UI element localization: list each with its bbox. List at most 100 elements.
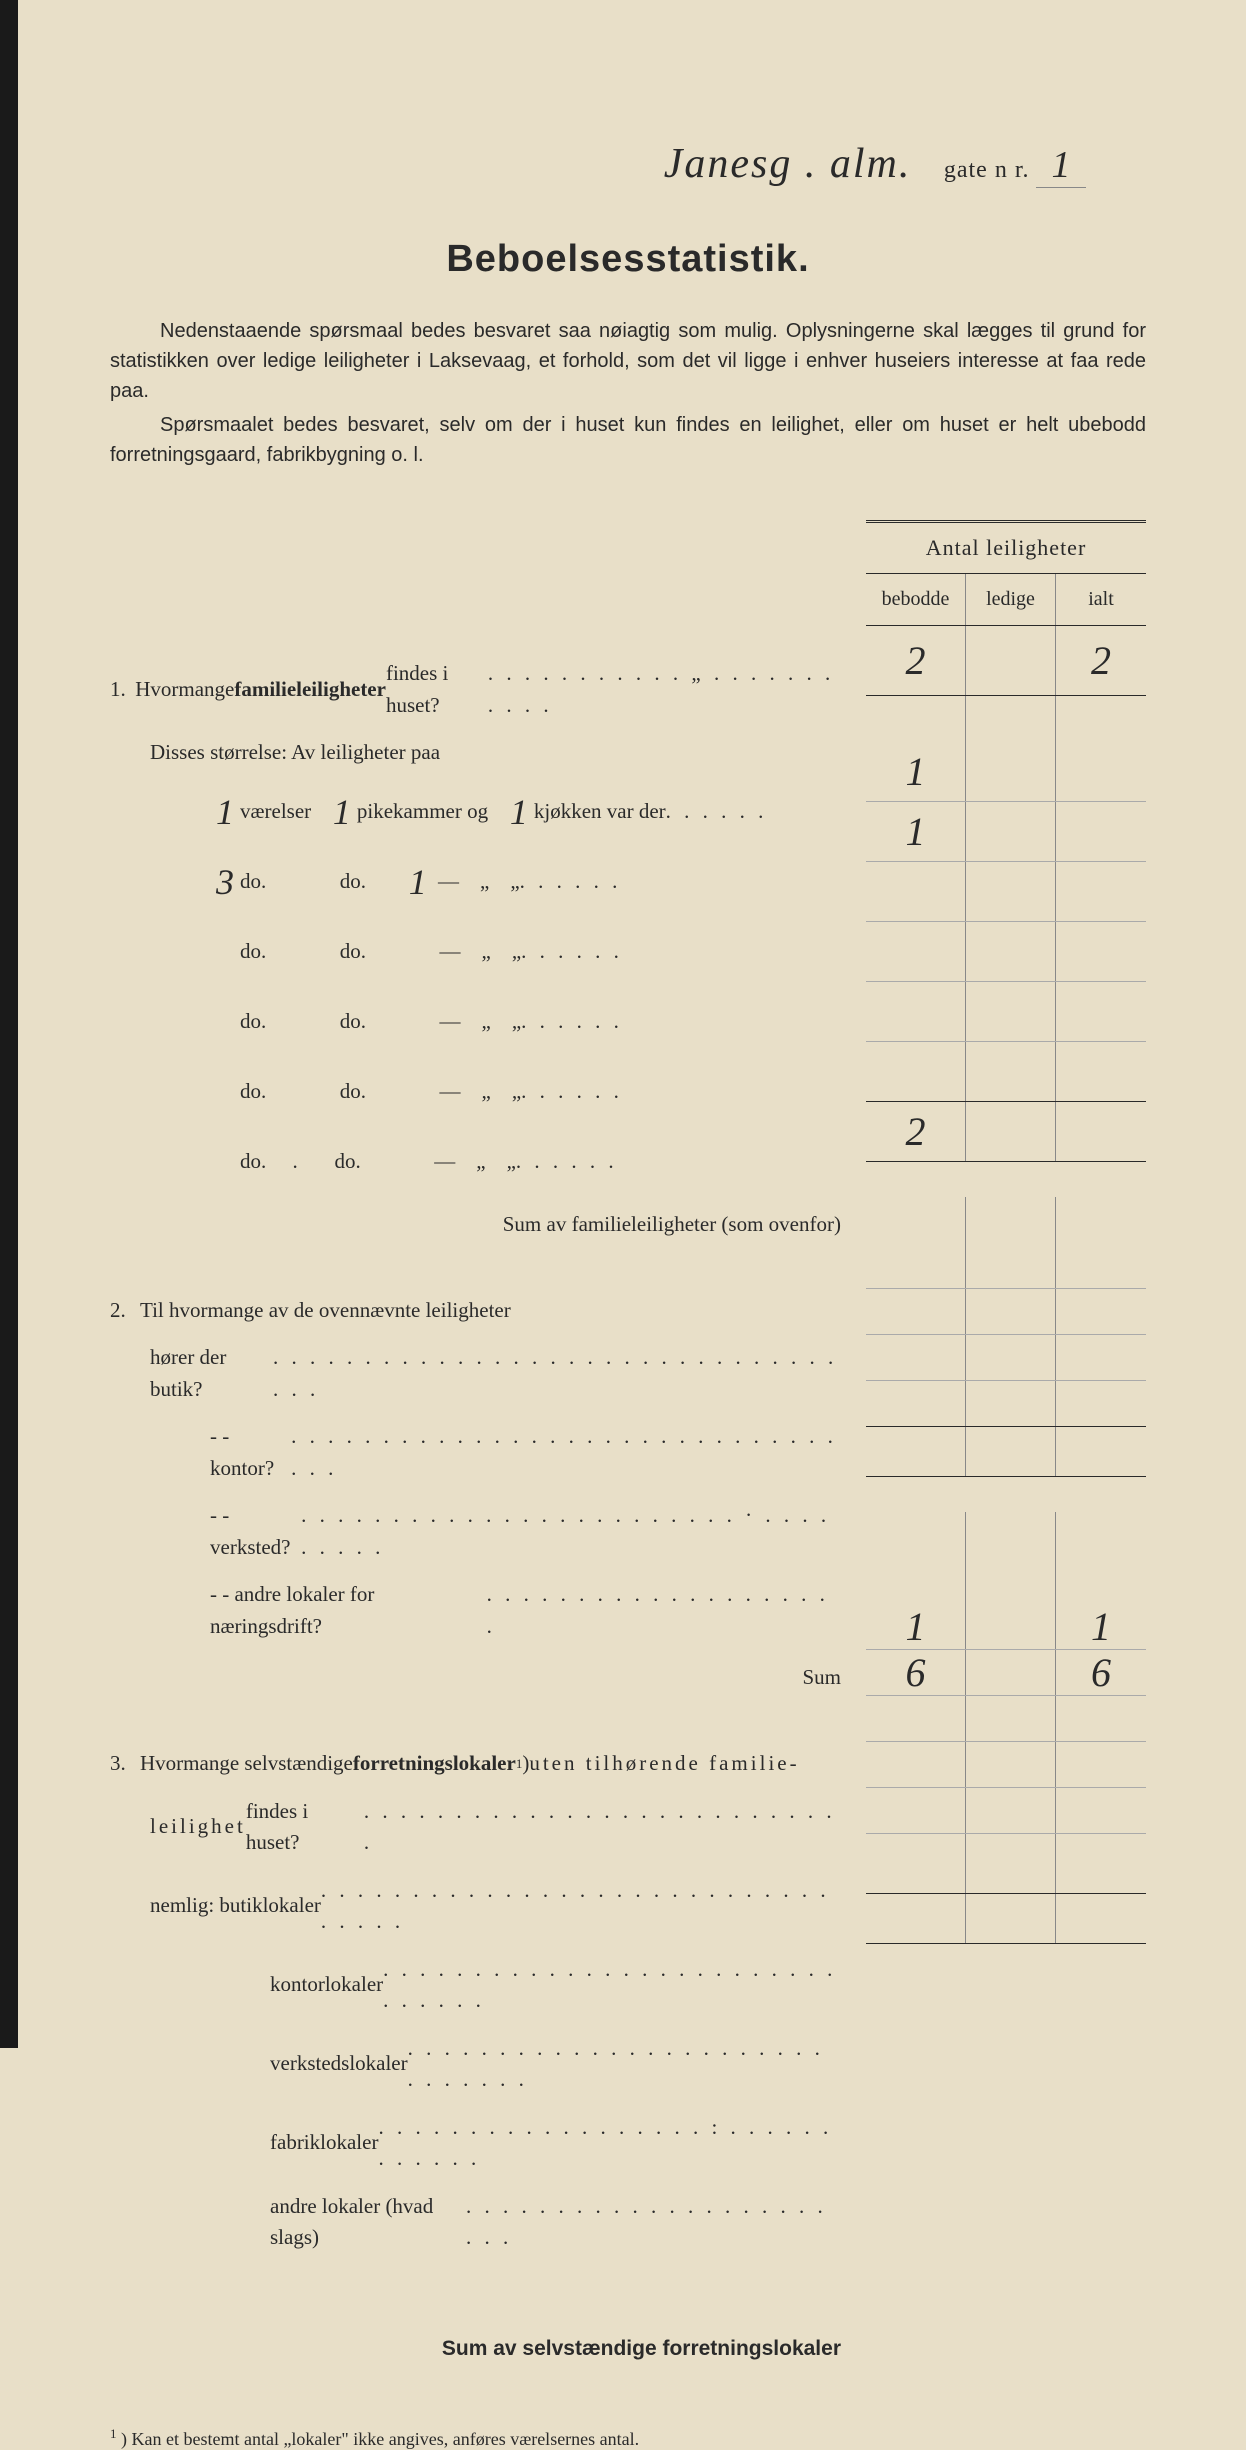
footnote-text: ) Kan et bestemt antal „lokaler" ikke an… [121,2429,639,2449]
footnote: 1 ) Kan et bestemt antal „lokaler" ikke … [110,2426,1146,2450]
dots: . . . . . . . . . . . . . . . . . . . . … [273,1342,841,1405]
spacer-row [866,1197,1146,1243]
cell [966,1427,1056,1476]
q1-sum-line: Sum av familieleiligheter (som ovenfor) [110,1197,841,1252]
dots: . . . . . . . . . . . „ . . . . . . . . … [488,658,841,721]
q2-number: 2. [110,1295,140,1327]
dots: . . . . . . . . . . . . . . . . . . . . … [364,1796,841,1859]
label-vaerelser: værelser [240,796,311,828]
q3-text-a: Hvormange selvstændige [140,1748,353,1780]
q3-line: 3. Hvormange selvstændige forretningslok… [110,1740,841,1788]
cell: 1 [866,1604,966,1649]
q3-item-2: verkstedslokaler [270,2048,408,2080]
table-area: Antal leiligheter bebodde ledige ialt 2 … [866,520,1146,2376]
q1-text-a: Hvormange [135,674,234,706]
intro-text: Nedenstaaende spørsmaal bedes besvaret s… [110,316,1146,470]
cell [1056,802,1146,861]
gate-label: gate n r. [944,157,1030,183]
q3-item-4-line: andre lokaler (hvad slags) . . . . . . .… [110,2183,841,2262]
cell [1056,1243,1146,1288]
cell [866,1558,966,1604]
cell [966,802,1056,861]
q3-item-1-line: kontorlokaler . . . . . . . . . . . . . … [110,1946,841,2025]
fill-k: 1 [504,785,534,839]
q2-row-3 [866,1381,1146,1427]
q3-row-blank [866,1834,1146,1894]
label-do: do. [335,1146,361,1178]
cell: 2 [866,1102,966,1161]
q3-text-c: findes i huset? [246,1796,364,1859]
dots: . . . . . . [516,1146,618,1178]
q2-line: 2. Til hvormange av de ovennævnte leilig… [110,1287,841,1335]
q3-item-1: kontorlokaler [270,1969,383,2001]
q3-row-2 [866,1696,1146,1742]
q3-item-4: andre lokaler (hvad slags) [270,2191,466,2254]
cell [866,1742,966,1787]
cell: 6 [1056,1650,1146,1695]
label-do: do. [240,1006,266,1038]
cell [1056,1335,1146,1380]
dots: . . . . . . . . . . . . . . . . . . : . … [378,2112,841,2175]
q3-number: 3. [110,1748,140,1780]
cell [1056,1102,1146,1161]
dots: . . . . . . [666,796,768,828]
street-handwritten: Janesg . alm. [664,141,912,187]
label-do: do. [340,936,366,968]
cell: 2 [866,626,966,695]
cell [966,1289,1056,1334]
q1-row-2-cells [866,862,1146,922]
cell [966,696,1056,742]
cell: 2 [1056,626,1146,695]
dots: . . . . . . [521,1076,623,1108]
dots: . . . . . . . . . . . . . . . . . . . . … [383,1954,841,2017]
label-do: do. [240,866,266,898]
cell [1056,1894,1146,1943]
q2-line-0: hører der butik? [150,1342,273,1405]
q2-line-3: - - andre lokaler for næringsdrift? [210,1579,487,1642]
dots: . . . . . . . . . . . . . . . . . . . . … [321,1875,841,1938]
q3-row-1: 6 6 [866,1650,1146,1696]
form-area: 1. Hvormange familieleiligheter findes i… [110,520,1146,2376]
spacer-row [866,1512,1146,1558]
cell [966,1042,1056,1101]
q3-spaced-2: leilighet [150,1811,246,1843]
q3-item-2-line: verkstedslokaler . . . . . . . . . . . .… [110,2025,841,2104]
intro-p2: Spørsmaalet bedes besvaret, selv om der … [110,410,1146,470]
q1-row-4: do. do. — „ „ . . . . . . [110,1057,841,1127]
q1-sub: Disses størrelse: Av leiligheter paa [110,729,841,777]
cell [1056,1742,1146,1787]
cell [966,982,1056,1041]
cell [966,1742,1056,1787]
cell: 1 [1056,1604,1146,1649]
page-title: Beboelsesstatistik. [110,238,1146,281]
q2-sum-label: Sum [802,1665,841,1689]
fill-v [210,925,240,979]
q2-text: Til hvormange av de ovennævnte leilighet… [140,1295,511,1327]
cell [1056,1427,1146,1476]
cell [866,1894,966,1943]
cell [866,696,966,742]
q1-number: 1. [110,674,135,706]
q2-row-1 [866,1289,1146,1335]
cell [966,1696,1056,1741]
col-ledige: ledige [966,574,1056,625]
q3-line-2: leilighet findes i huset? . . . . . . . … [110,1788,841,1867]
q2-line-1: - - kontor? [210,1421,291,1484]
cell [966,1381,1056,1426]
cell [966,922,1056,981]
cell [866,1335,966,1380]
cell [966,1558,1056,1604]
cell [866,1197,966,1243]
cell [966,1834,1056,1893]
cell [866,1696,966,1741]
q1-row-4-cells [866,982,1146,1042]
cell [1056,1289,1146,1334]
q1-line: 1. Hvormange familieleiligheter findes i… [110,650,841,729]
col-ialt: ialt [1056,574,1146,625]
cell [866,1243,966,1288]
q3-row-4 [866,1788,1146,1834]
fill-v [210,995,240,1049]
fill-v [210,1065,240,1119]
q3-row-3 [866,1742,1146,1788]
dots: . . . . . . . . . . . . . . . . . . . . [487,1579,841,1642]
